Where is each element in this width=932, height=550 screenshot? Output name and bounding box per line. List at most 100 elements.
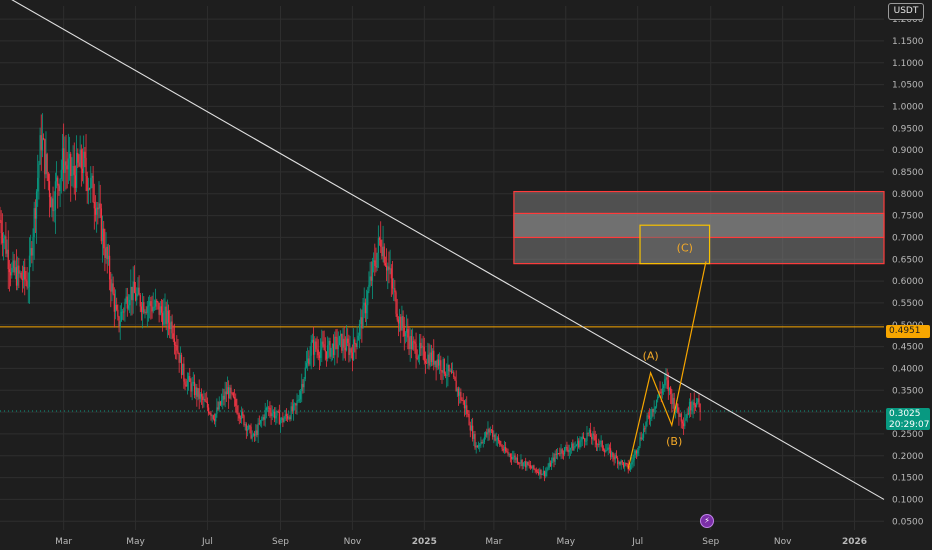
candle-body xyxy=(568,449,570,453)
candle-body xyxy=(27,286,29,288)
candle-body xyxy=(503,447,506,451)
candle-body xyxy=(302,384,304,388)
candle-body xyxy=(14,267,16,273)
candle-body xyxy=(691,408,693,411)
candle-body xyxy=(403,327,405,337)
candle-body xyxy=(154,300,157,307)
candle-body xyxy=(272,411,275,414)
candle-body xyxy=(540,469,542,475)
candle-body xyxy=(78,162,80,167)
candle-body xyxy=(441,370,443,373)
candle-body xyxy=(553,457,555,462)
candle-body xyxy=(66,165,68,170)
candle-body xyxy=(604,450,606,453)
candle-body xyxy=(646,415,648,423)
candle-body xyxy=(541,474,543,475)
candle-body xyxy=(70,153,72,176)
horizontal-line xyxy=(0,326,884,412)
candle-body xyxy=(466,405,468,414)
candle-body xyxy=(387,266,389,271)
candle-body xyxy=(561,449,563,454)
y-tick-label: 0.4000 xyxy=(892,364,924,374)
candle-body xyxy=(160,306,163,313)
wave-label: (C) xyxy=(677,241,693,254)
candle-body xyxy=(98,203,100,210)
candle-body xyxy=(401,316,403,331)
candle-body xyxy=(285,414,288,416)
candle-body xyxy=(156,300,158,303)
candle-body xyxy=(61,148,64,170)
candle-body xyxy=(85,157,87,176)
candle-body xyxy=(423,346,425,361)
candle-body xyxy=(68,153,71,159)
candle-body xyxy=(476,445,478,448)
candle-body xyxy=(474,433,476,448)
candle-body xyxy=(103,228,105,249)
candle-body xyxy=(235,398,237,406)
candle-body xyxy=(543,470,546,477)
hline-price-tag: 0.4951 xyxy=(886,325,930,338)
candle-body xyxy=(259,420,262,424)
candle-body xyxy=(680,413,682,422)
candle-body xyxy=(213,418,216,422)
candle-body xyxy=(494,434,496,441)
candle-body xyxy=(450,370,453,373)
candle-body xyxy=(567,449,569,453)
candle-body xyxy=(655,399,658,407)
candle-body xyxy=(59,178,61,191)
candle-body xyxy=(454,377,456,381)
candle-body xyxy=(442,359,444,373)
lightning-icon[interactable]: ⚡ xyxy=(700,514,714,528)
candle-body xyxy=(190,381,192,392)
candle-body xyxy=(552,457,554,461)
candle-body xyxy=(327,345,329,359)
candle-body xyxy=(288,417,290,419)
candle-body xyxy=(110,279,112,292)
wave-path: (A) (B) (C) xyxy=(627,241,707,470)
candle-body xyxy=(237,412,239,415)
candle-body xyxy=(316,348,318,350)
candle-body xyxy=(261,419,263,421)
candle-body xyxy=(130,286,132,300)
candle-body xyxy=(642,428,645,438)
y-tick-label: 0.1500 xyxy=(892,474,924,484)
candle-body xyxy=(664,378,666,386)
candle-body xyxy=(230,387,232,393)
candle-body xyxy=(617,458,619,465)
candle-body xyxy=(210,413,212,416)
candle-body xyxy=(554,453,556,462)
candle-body xyxy=(177,350,179,353)
candle-body xyxy=(513,455,515,457)
candle-body xyxy=(626,463,628,465)
candle-body xyxy=(97,207,99,210)
candle-body xyxy=(650,417,652,419)
candle-body xyxy=(641,437,643,440)
candle-body xyxy=(279,420,282,425)
candle-body xyxy=(569,448,572,450)
candle-body xyxy=(522,462,524,467)
candle-body xyxy=(463,400,465,409)
candle-body xyxy=(173,338,176,346)
candle-body xyxy=(502,448,504,451)
candle-body xyxy=(619,461,621,465)
candle-body xyxy=(675,403,678,411)
candle-body xyxy=(357,335,359,341)
candle-body xyxy=(304,367,306,379)
candle-body xyxy=(678,412,680,417)
candle-body xyxy=(599,441,601,445)
candle-countdown: 20:29:07 xyxy=(889,419,930,430)
candle-body xyxy=(245,424,247,431)
candle-body xyxy=(546,469,548,472)
candles xyxy=(0,113,701,482)
candle-body xyxy=(314,341,316,355)
candle-body xyxy=(670,387,672,395)
currency-badge[interactable]: USDT xyxy=(888,3,924,20)
candle-body xyxy=(116,304,118,310)
candle-body xyxy=(533,465,535,470)
candle-body xyxy=(251,435,253,439)
candle-body xyxy=(440,360,442,371)
candle-body xyxy=(518,462,520,464)
candle-body xyxy=(284,414,286,419)
candle-body xyxy=(679,413,681,417)
